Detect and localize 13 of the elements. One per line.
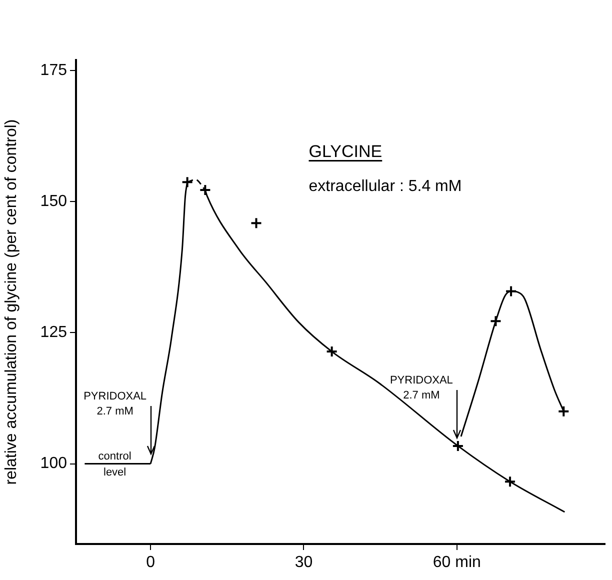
y-tick-label: 175 — [40, 62, 68, 79]
x-tick-label: 60 min — [432, 554, 481, 572]
annotation: PYRIDOXAL 2.7 mM — [390, 374, 453, 402]
x-tick-label: 0 — [146, 554, 156, 572]
y-tick-label: 125 — [40, 324, 68, 342]
annotation: extracellular : 5.4 mM — [308, 178, 462, 195]
annotation: control level — [98, 450, 132, 478]
y-axis-title: relative accumulation of glycine (per cent of control) — [3, 119, 20, 485]
y-tick-label: 150 — [40, 192, 68, 210]
y-tick-label: 100 — [40, 455, 68, 472]
x-tick-label: 30 — [294, 554, 313, 572]
annotation: GLYCINE — [308, 142, 382, 161]
annotation: PYRIDOXAL 2.7 mM — [84, 390, 147, 418]
